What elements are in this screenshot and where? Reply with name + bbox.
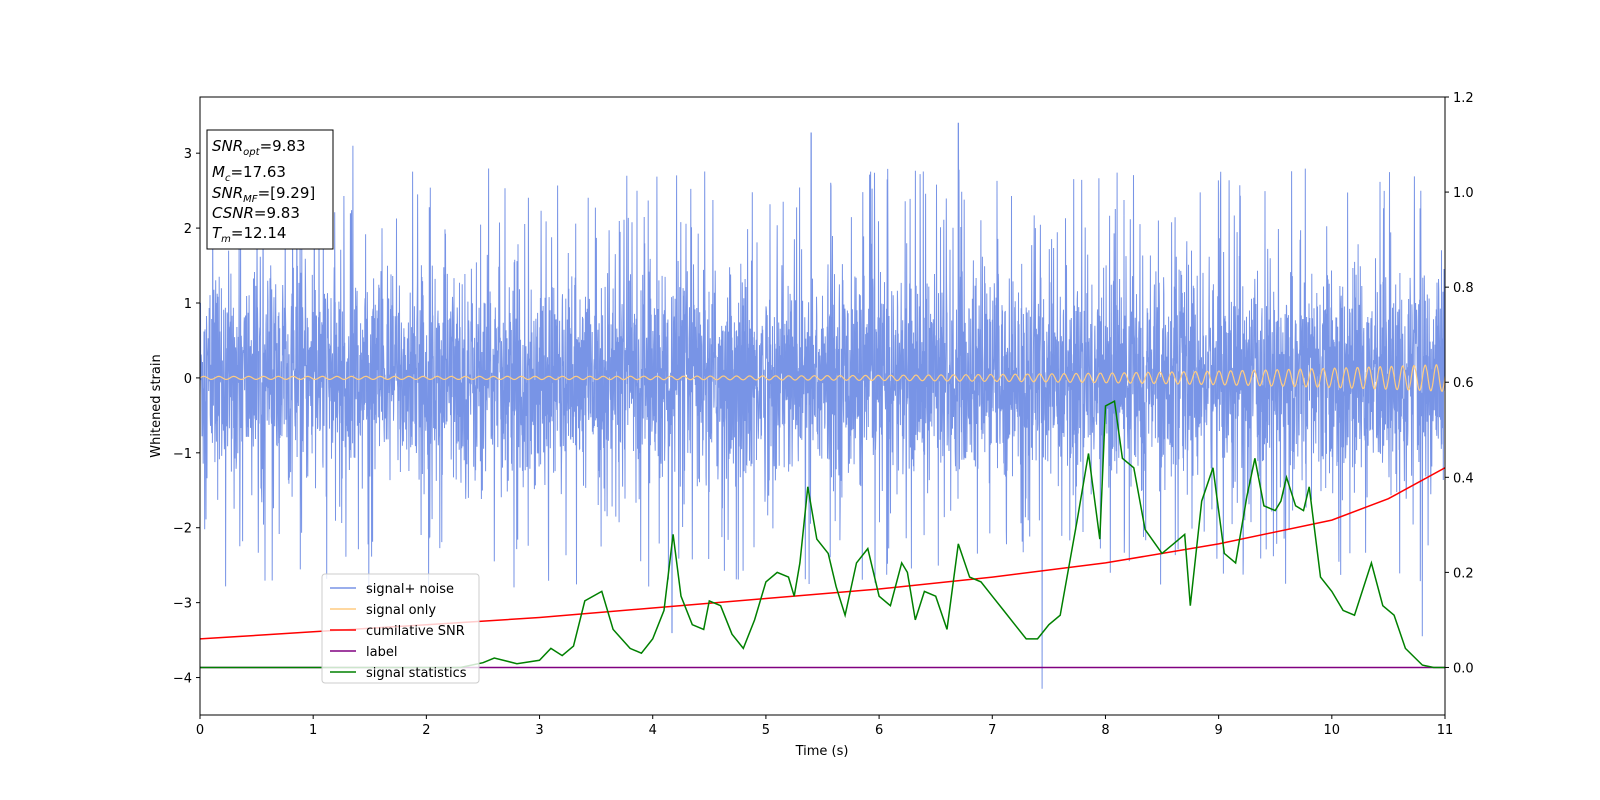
legend-frame <box>321 573 480 684</box>
x-tick-label: 8 <box>1101 723 1109 738</box>
y-right-tick-label: 0.0 <box>1453 661 1474 676</box>
plot-frame <box>199 96 1446 716</box>
y-left-tick-label: −3 <box>173 597 192 612</box>
info-tm-base: T <box>212 224 223 242</box>
y-left-tick-label: 0 <box>184 372 192 387</box>
legend: signal+ noise signal only cumilative SNR la… <box>321 573 480 684</box>
legend-entry-label: signal+ noise <box>366 582 454 597</box>
info-box-frame <box>206 129 334 250</box>
x-tick-label: 4 <box>649 723 657 738</box>
legend-entry-label: signal only <box>366 603 436 618</box>
info-box: SNRopt=9.83 Mc=17.63 SNRMF=[9.29] CSNR=9… <box>206 129 334 250</box>
y-left-tick-label: −2 <box>173 522 192 537</box>
x-axis: 0 1 2 3 4 5 6 7 8 9 10 11 <box>196 715 1453 738</box>
x-tick-label: 3 <box>535 723 543 738</box>
info-tm-value: =12.14 <box>231 224 287 242</box>
x-tick-label: 9 <box>1214 723 1222 738</box>
y-left-tick-label: 1 <box>184 297 192 312</box>
info-snr-mf: SNRMF=[9.29] <box>212 184 315 205</box>
info-mc-value: =17.63 <box>230 163 286 181</box>
series-signal-only <box>200 364 1445 393</box>
y-axis-right: 1.2 1.0 0.8 0.6 0.4 0.2 0.0 <box>1445 91 1474 676</box>
y-left-tick-label: 3 <box>184 147 192 162</box>
info-snr-mf-base: SNR <box>212 184 243 202</box>
info-snr-mf-value: =[9.29] <box>258 184 316 202</box>
x-tick-label: 11 <box>1437 723 1454 738</box>
info-csnr-value: =9.83 <box>254 204 300 222</box>
info-mc: Mc=17.63 <box>212 163 286 184</box>
y-right-tick-label: 0.2 <box>1453 566 1474 581</box>
y-left-tick-label: −1 <box>173 447 192 462</box>
y-left-tick-label: 2 <box>184 222 192 237</box>
x-tick-label: 7 <box>988 723 996 738</box>
x-tick-label: 2 <box>422 723 430 738</box>
y-right-tick-label: 0.6 <box>1453 376 1474 391</box>
info-snr-opt-value: =9.83 <box>260 137 306 155</box>
x-tick-label: 5 <box>762 723 770 738</box>
series-signal-noise <box>200 122 1445 689</box>
y-right-tick-label: 1.0 <box>1453 186 1474 201</box>
y-axis-label: Whitened strain <box>149 354 164 457</box>
x-tick-label: 6 <box>875 723 883 738</box>
info-csnr: CSNR=9.83 <box>212 204 300 222</box>
info-snr-opt-sub: opt <box>243 147 260 158</box>
info-tm: Tm=12.14 <box>212 224 286 245</box>
y-right-tick-label: 0.8 <box>1453 281 1474 296</box>
y-right-tick-label: 1.2 <box>1453 91 1474 106</box>
y-axis-left: 3 2 1 0 −1 −2 −3 −4 <box>173 147 200 687</box>
legend-entry-label: label <box>366 645 397 660</box>
info-csnr-base: CSNR <box>212 204 254 222</box>
x-axis-label: Time (s) <box>795 744 849 759</box>
legend-entry-label: signal statistics <box>366 666 467 681</box>
y-right-tick-label: 0.4 <box>1453 471 1474 486</box>
info-snr-opt-base: SNR <box>212 137 243 155</box>
x-tick-label: 0 <box>196 723 204 738</box>
x-tick-label: 10 <box>1324 723 1341 738</box>
info-snr-opt: SNRopt=9.83 <box>212 137 306 158</box>
x-tick-label: 1 <box>309 723 317 738</box>
y-left-tick-label: −4 <box>173 672 192 687</box>
legend-entry-label: cumilative SNR <box>366 624 465 639</box>
info-tm-sub: m <box>221 234 231 245</box>
info-mc-sub: c <box>225 173 231 184</box>
info-mc-base: M <box>212 163 225 181</box>
series-signal-statistics <box>200 400 1445 669</box>
info-snr-mf-sub: MF <box>243 194 258 205</box>
